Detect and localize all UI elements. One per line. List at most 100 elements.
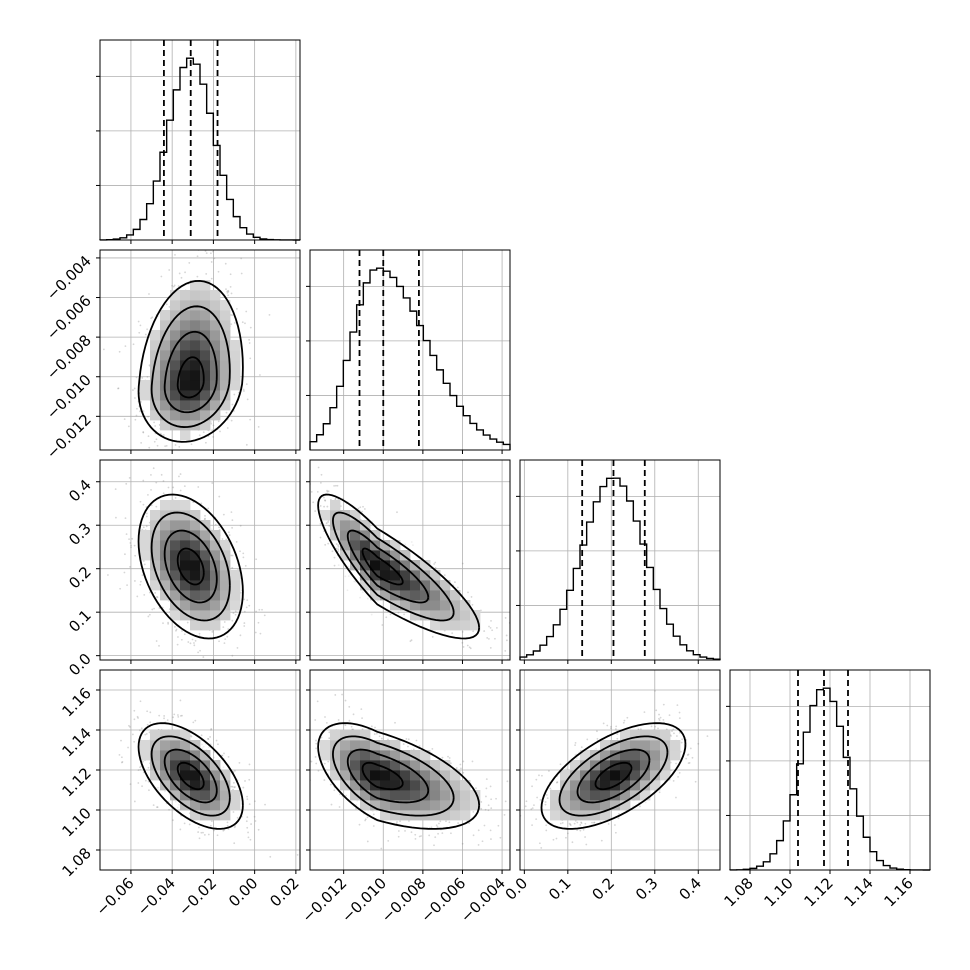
scatter-point bbox=[396, 821, 398, 823]
scatter-point bbox=[174, 253, 176, 256]
density-cell bbox=[170, 510, 181, 521]
density-cell bbox=[150, 580, 161, 591]
density-cell bbox=[230, 600, 241, 611]
scatter-point bbox=[253, 815, 256, 818]
density-cell bbox=[210, 600, 221, 611]
scatter-point bbox=[133, 800, 136, 803]
scatter-point bbox=[355, 803, 358, 806]
density-cell bbox=[380, 540, 391, 551]
density-cell bbox=[230, 380, 241, 391]
scatter-point bbox=[461, 842, 464, 845]
density-cell bbox=[210, 570, 221, 581]
density-cell bbox=[330, 770, 341, 781]
scatter-point bbox=[171, 284, 173, 287]
density-cell bbox=[170, 320, 181, 331]
scatter-point bbox=[242, 786, 245, 789]
scatter-point bbox=[324, 543, 327, 546]
density-cell bbox=[220, 350, 231, 361]
scatter-point bbox=[171, 819, 174, 822]
scatter-point bbox=[450, 832, 452, 835]
scatter-point bbox=[211, 482, 214, 484]
scatter-point bbox=[149, 721, 152, 724]
scatter-point bbox=[414, 837, 417, 840]
density-cell bbox=[170, 730, 181, 741]
density-cell bbox=[210, 530, 221, 541]
scatter-point bbox=[448, 757, 451, 759]
density-cell bbox=[220, 540, 231, 551]
scatter-point bbox=[358, 823, 361, 826]
density-cell bbox=[460, 620, 471, 631]
density-cell bbox=[180, 290, 191, 301]
scatter-point bbox=[410, 541, 413, 543]
scatter-point bbox=[454, 581, 456, 584]
scatter-point bbox=[163, 717, 165, 720]
scatter-point bbox=[134, 554, 137, 557]
scatter-point bbox=[139, 700, 142, 703]
density-cell bbox=[160, 770, 171, 781]
density-cell bbox=[160, 520, 171, 531]
scatter-point bbox=[503, 813, 506, 816]
scatter-point bbox=[183, 822, 186, 825]
scatter-point bbox=[182, 457, 184, 459]
scatter-point bbox=[141, 785, 143, 788]
density-cell bbox=[350, 540, 361, 551]
density-cell bbox=[170, 360, 181, 371]
density-cell bbox=[320, 750, 331, 761]
scatter-point bbox=[445, 820, 447, 823]
scatter-point bbox=[359, 506, 362, 509]
scatter-point bbox=[374, 726, 376, 729]
density-cell bbox=[160, 330, 171, 341]
density-cell bbox=[190, 350, 201, 361]
scatter-point bbox=[204, 441, 207, 444]
scatter-point bbox=[314, 510, 317, 512]
scatter-point bbox=[153, 607, 155, 610]
scatter-point bbox=[203, 518, 206, 521]
scatter-point bbox=[366, 816, 369, 819]
scatter-point bbox=[408, 820, 410, 822]
density-cell bbox=[360, 560, 371, 571]
density-cell bbox=[160, 740, 171, 751]
scatter-point bbox=[197, 831, 200, 833]
density-cell bbox=[200, 320, 211, 331]
scatter-point bbox=[346, 589, 349, 592]
density-cell bbox=[220, 550, 231, 561]
scatter-point bbox=[174, 497, 177, 499]
density-cell bbox=[210, 770, 221, 781]
scatter-point bbox=[145, 732, 148, 735]
scatter-point bbox=[146, 710, 149, 713]
density-cell bbox=[380, 580, 391, 591]
scatter-point bbox=[375, 732, 378, 735]
scatter-point bbox=[216, 834, 219, 837]
scatter-point bbox=[144, 333, 147, 336]
scatter-point bbox=[218, 495, 221, 498]
density-cell bbox=[430, 600, 441, 611]
scatter-point bbox=[459, 763, 462, 766]
scatter-point bbox=[245, 820, 248, 823]
scatter-point bbox=[481, 840, 484, 843]
scatter-point bbox=[230, 554, 233, 557]
density-cell bbox=[200, 290, 211, 301]
density-cell bbox=[190, 290, 201, 301]
scatter-point bbox=[410, 639, 413, 642]
scatter-point bbox=[177, 285, 180, 287]
scatter-point bbox=[244, 564, 247, 567]
scatter-point bbox=[337, 545, 340, 548]
density-cell bbox=[180, 410, 191, 421]
scatter-point bbox=[263, 614, 266, 617]
density-cell bbox=[170, 550, 181, 561]
density-cell bbox=[160, 410, 171, 421]
density-cell bbox=[200, 280, 211, 291]
scatter-point bbox=[253, 800, 256, 803]
density-cell bbox=[140, 390, 151, 401]
scatter-point bbox=[210, 528, 213, 531]
density-cell bbox=[180, 740, 191, 751]
scatter-point bbox=[136, 595, 139, 598]
scatter-point bbox=[148, 364, 151, 367]
scatter-point bbox=[235, 308, 238, 310]
density-cell bbox=[340, 520, 351, 531]
scatter-point bbox=[480, 807, 483, 810]
density-cell bbox=[360, 570, 371, 581]
density-cell bbox=[370, 570, 381, 581]
scatter-point bbox=[213, 257, 216, 260]
density-cell bbox=[220, 400, 231, 411]
